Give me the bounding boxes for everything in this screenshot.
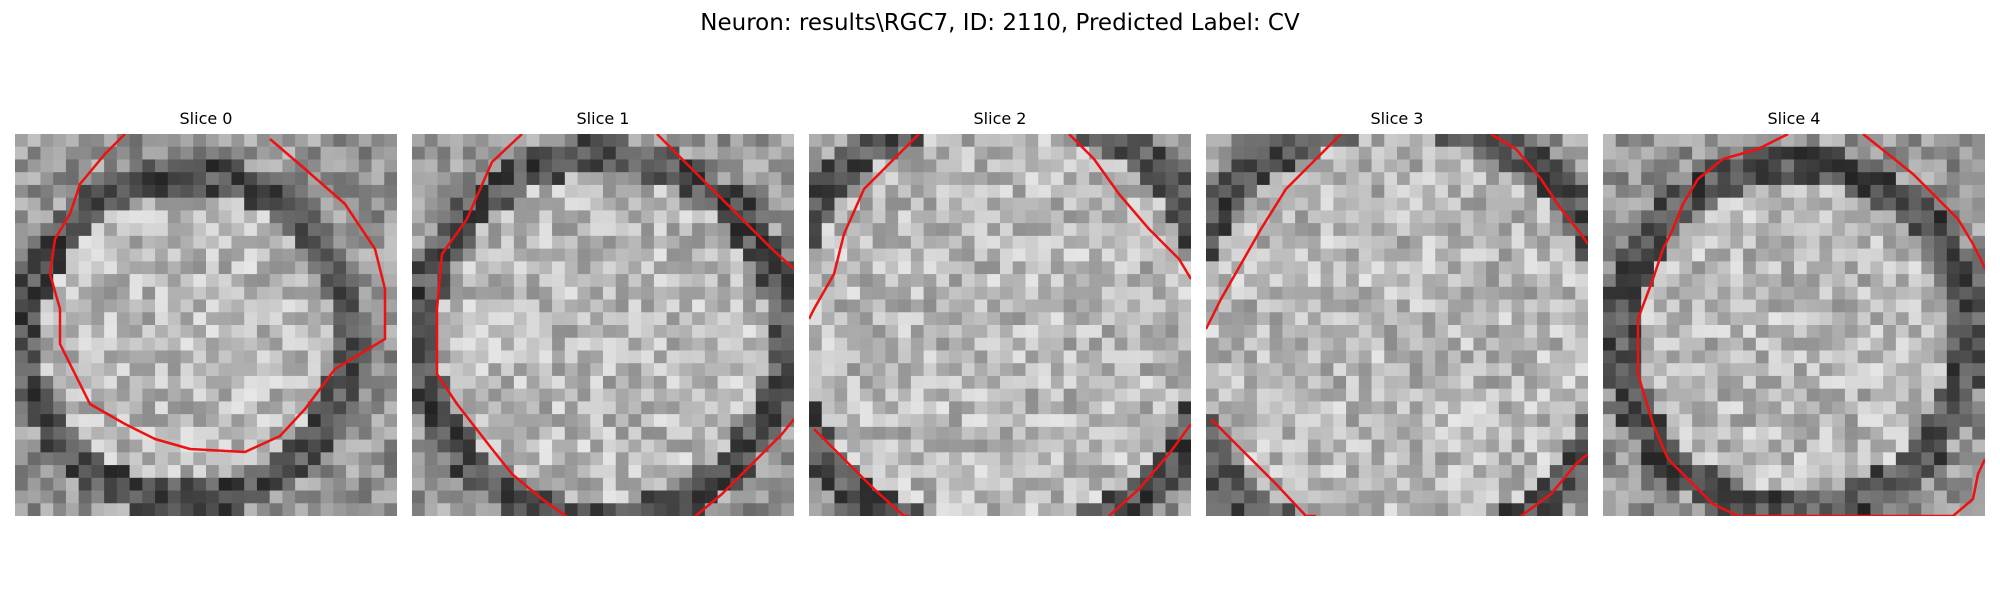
slice-title: Slice 0 <box>179 109 233 128</box>
slice-title: Slice 1 <box>576 109 630 128</box>
contour-line <box>1862 134 1985 270</box>
contour-line <box>813 428 909 516</box>
contour-line <box>1108 423 1191 516</box>
slice-image <box>15 134 397 516</box>
figure-title: Neuron: results\RGC7, ID: 2110, Predicte… <box>700 10 1300 36</box>
contour-line <box>48 134 387 454</box>
slice-image <box>809 134 1191 516</box>
contour-line <box>1636 134 1985 516</box>
slice-image <box>1206 134 1588 516</box>
pixel-texture <box>1603 134 1985 516</box>
pixel-texture <box>412 134 794 516</box>
slice-title: Slice 3 <box>1370 109 1424 128</box>
slice-panel-3: Slice 3 <box>1206 108 1588 516</box>
slice-panel-4: Slice 4 <box>1603 108 1985 516</box>
pixel-texture <box>1206 134 1588 516</box>
contour-line <box>435 134 794 516</box>
pixel-texture <box>809 134 1191 516</box>
slice-image <box>1603 134 1985 516</box>
contour-line <box>809 134 920 320</box>
slice-panel-0: Slice 0 <box>15 108 397 516</box>
contour-line <box>1068 134 1191 280</box>
contour-line <box>1206 134 1342 330</box>
slice-panel-1: Slice 1 <box>412 108 794 516</box>
pixel-texture <box>15 134 397 516</box>
slice-image <box>412 134 794 516</box>
slice-panel-2: Slice 2 <box>809 108 1191 516</box>
slice-title: Slice 4 <box>1767 109 1821 128</box>
slice-title: Slice 2 <box>973 109 1027 128</box>
contour-line <box>1520 453 1588 516</box>
contour-line <box>1210 418 1316 516</box>
contour-line <box>1490 134 1588 245</box>
contour-line <box>656 134 794 270</box>
